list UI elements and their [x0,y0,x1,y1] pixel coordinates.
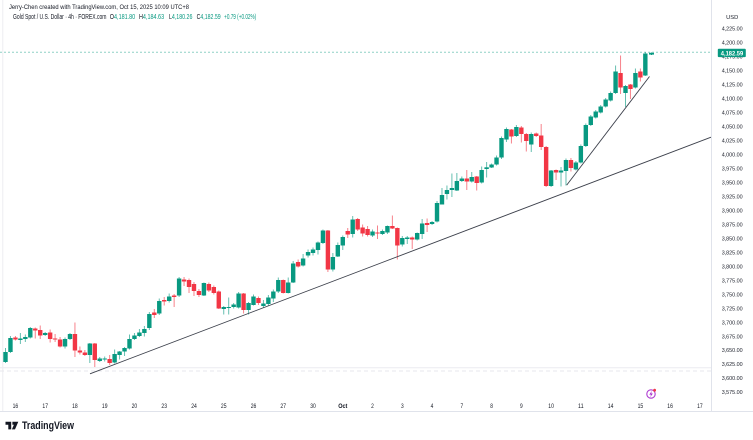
svg-text:16: 16 [667,403,673,410]
svg-text:19: 19 [102,403,108,410]
svg-text:4,175.00: 4,175.00 [722,55,743,61]
svg-text:3,775.00: 3,775.00 [722,278,743,284]
svg-text:4,000.00: 4,000.00 [722,153,743,159]
svg-text:2: 2 [371,403,374,410]
svg-text:4,050.00: 4,050.00 [722,125,743,131]
svg-text:Jerry-Chen created with Tradin: Jerry-Chen created with TradingView.com,… [9,4,189,11]
svg-text:14: 14 [608,403,614,410]
svg-text:Oct: Oct [338,403,347,410]
svg-text:3,850.00: 3,850.00 [722,236,743,242]
svg-text:3,725.00: 3,725.00 [722,306,743,312]
svg-text:30: 30 [310,403,316,410]
svg-text:4: 4 [431,403,434,410]
svg-text:4,025.00: 4,025.00 [722,139,743,145]
svg-text:23: 23 [161,403,167,410]
svg-text:26: 26 [251,403,257,410]
svg-text:3,600.00: 3,600.00 [722,376,743,382]
svg-text:4,200.00: 4,200.00 [722,41,743,47]
svg-text:16: 16 [13,403,19,410]
svg-text:27: 27 [280,403,286,410]
svg-text:3: 3 [401,403,404,410]
svg-text:4,075.00: 4,075.00 [722,111,743,117]
svg-text:18: 18 [72,403,78,410]
svg-text:24: 24 [191,403,197,410]
svg-text:4,150.00: 4,150.00 [722,69,743,75]
svg-text:20: 20 [132,403,138,410]
svg-text:8: 8 [490,403,493,410]
svg-text:17: 17 [42,403,48,410]
svg-text:11: 11 [578,403,584,410]
svg-text:4,100.00: 4,100.00 [722,97,743,103]
svg-text:C4,182.59: C4,182.59 [197,14,221,21]
svg-text:9: 9 [520,403,523,410]
svg-text:15: 15 [638,403,644,410]
svg-text:3,900.00: 3,900.00 [722,208,743,214]
svg-text:4,225.00: 4,225.00 [722,27,743,33]
svg-text:USD: USD [726,15,738,21]
svg-text:3,675.00: 3,675.00 [722,334,743,340]
svg-text:3,950.00: 3,950.00 [722,181,743,187]
svg-text:3,925.00: 3,925.00 [722,195,743,201]
svg-text:3,975.00: 3,975.00 [722,167,743,173]
svg-text:+0.79 (+0.02%): +0.79 (+0.02%) [224,14,256,21]
svg-text:3,575.00: 3,575.00 [722,390,743,396]
svg-text:3,700.00: 3,700.00 [722,320,743,326]
svg-text:25: 25 [221,403,227,410]
svg-text:O4,181.80: O4,181.80 [110,14,135,21]
svg-text:4,182.59: 4,182.59 [721,51,744,58]
svg-text:3,625.00: 3,625.00 [722,362,743,368]
svg-text:H4,184.63: H4,184.63 [139,14,164,21]
svg-text:3,750.00: 3,750.00 [722,292,743,298]
svg-text:L4,180.26: L4,180.26 [169,14,192,21]
svg-text:3,825.00: 3,825.00 [722,250,743,256]
svg-text:17: 17 [697,403,703,410]
svg-text:3,875.00: 3,875.00 [722,222,743,228]
svg-text:TradingView: TradingView [22,420,74,432]
svg-text:Gold Spot / U.S. Dollar · 4h ·: Gold Spot / U.S. Dollar · 4h · FOREX.com [13,14,107,21]
svg-text:10: 10 [548,403,554,410]
svg-text:4,125.00: 4,125.00 [722,83,743,89]
svg-text:7: 7 [460,403,463,410]
svg-text:3,800.00: 3,800.00 [722,264,743,270]
svg-text:3,650.00: 3,650.00 [722,348,743,354]
